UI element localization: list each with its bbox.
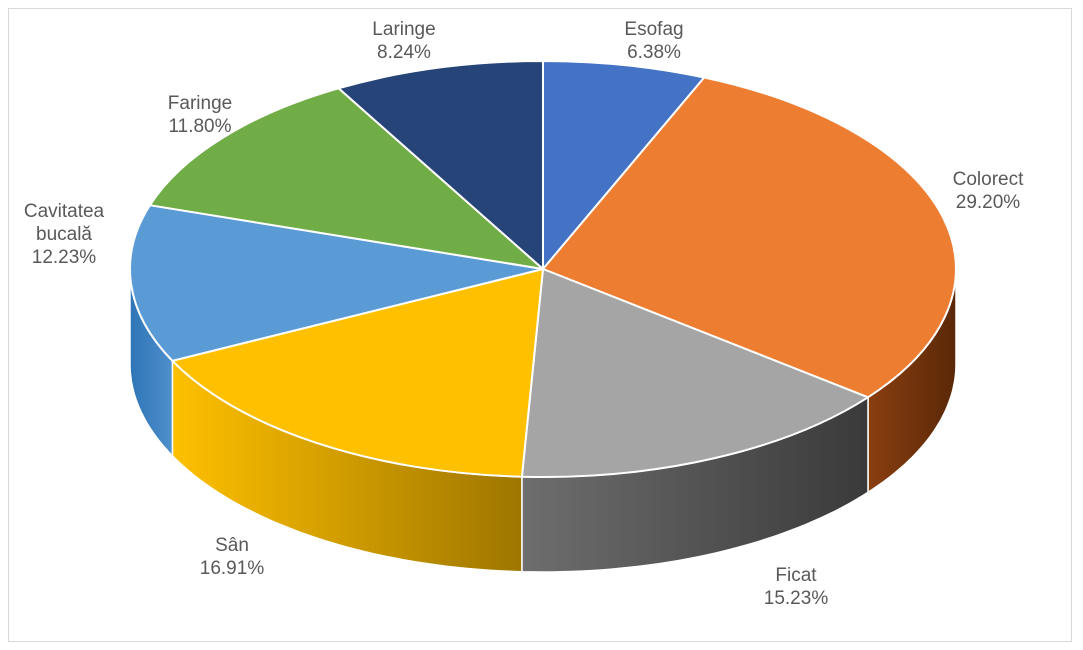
data-label-value: 16.91%	[199, 558, 265, 579]
data-label-category: Sân	[215, 535, 249, 556]
data-label: Cavitatea bucală 12.23%	[24, 200, 104, 269]
data-label-category: bucală	[36, 224, 92, 245]
data-label-value: 8.24%	[377, 42, 431, 63]
data-label-value: 11.80%	[168, 116, 232, 137]
data-label: Faringe 11.80%	[168, 92, 232, 138]
data-label-category: Esofag	[624, 19, 684, 40]
data-label: Colorect 29.20%	[953, 168, 1024, 214]
pie-slice-laringe	[337, 60, 544, 270]
data-label: Sân 16.91%	[200, 534, 264, 580]
data-label-category: Laringe	[372, 19, 436, 40]
data-label-category: Faringe	[167, 93, 233, 114]
pie-slice-ficat	[520, 268, 869, 478]
data-label-category: Ficat	[775, 565, 817, 586]
pie-slice-sân	[171, 268, 544, 478]
data-label-value: 29.20%	[955, 192, 1021, 213]
pie-slice-esofag	[542, 60, 706, 270]
pie-slice-colorect	[542, 76, 957, 399]
pie-slice-faringe	[148, 87, 544, 270]
pie-slice-cavitatea-bucală	[129, 204, 544, 362]
data-label-value: 12.23%	[31, 247, 97, 268]
data-label-category: Cavitatea	[23, 201, 105, 222]
data-label-category: Colorect	[952, 169, 1024, 190]
data-label-value: 6.38%	[627, 42, 681, 63]
data-label: Ficat 15.23%	[764, 564, 828, 610]
data-label: Laringe 8.24%	[372, 18, 435, 64]
data-label: Esofag 6.38%	[624, 18, 683, 64]
data-label-value: 15.23%	[763, 588, 829, 609]
